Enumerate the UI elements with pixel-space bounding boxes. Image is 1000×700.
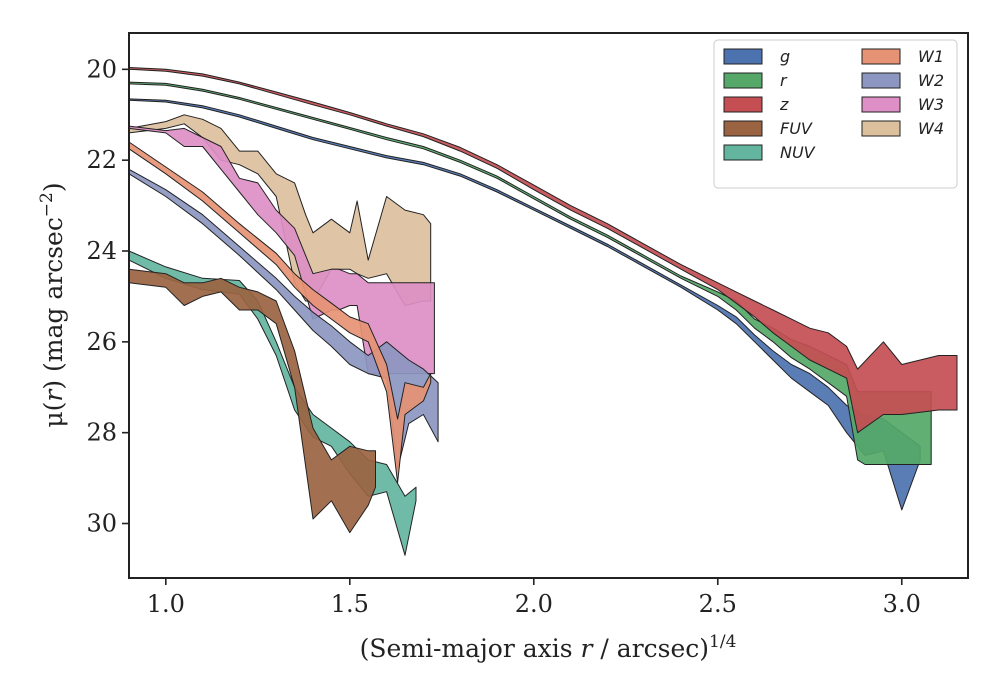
- y-tick-label: 20: [86, 55, 117, 83]
- y-tick-label: 22: [86, 146, 117, 174]
- legend-label-w1: W1: [918, 47, 944, 66]
- x-tick-label: 3.0: [883, 590, 921, 618]
- legend-swatch-z: [723, 96, 763, 113]
- y-axis-ticks: 20 22 24 26 28 30: [86, 55, 129, 538]
- legend-swatch-fuv: [723, 120, 763, 137]
- legend-swatch-w4: [861, 120, 901, 137]
- band-w2: [128, 168, 439, 470]
- y-tick-label: 26: [86, 328, 117, 356]
- legend-label-w4: W4: [918, 119, 944, 138]
- legend-swatch-w3: [861, 96, 901, 113]
- band-w3: [128, 125, 435, 375]
- band-r: [128, 81, 932, 465]
- x-axis-label: (Semi-major axis r / arcsec)1/4: [360, 632, 737, 663]
- legend-label-fuv: FUV: [780, 119, 813, 138]
- legend-label-z: z: [779, 95, 789, 114]
- band-z: [128, 67, 958, 434]
- x-axis-ticks: 1.0 1.5 2.0 2.5 3.0: [147, 578, 921, 618]
- y-axis-label: μ(r) (mag arcsec−2): [37, 182, 68, 427]
- x-tick-label: 2.5: [699, 590, 737, 618]
- legend-label-r: r: [780, 71, 788, 90]
- x-tick-label: 2.0: [515, 590, 553, 618]
- band-fuv: [128, 268, 376, 534]
- legend-swatch-w2: [861, 72, 901, 89]
- y-tick-label: 24: [86, 237, 117, 265]
- plot-frame: [128, 32, 969, 579]
- surface-brightness-bands: [128, 67, 958, 556]
- legend-label-g: g: [780, 47, 790, 66]
- band-nuv: [128, 250, 417, 556]
- legend-label-w3: W3: [918, 95, 944, 114]
- legend-label-w2: W2: [918, 71, 944, 90]
- legend-swatch-w1: [861, 48, 901, 65]
- y-tick-label: 30: [86, 510, 117, 538]
- legend-label-nuv: NUV: [780, 143, 816, 162]
- legend: grz FUV NUV W1 W2 W3 W4: [713, 39, 958, 189]
- x-tick-label: 1.0: [147, 590, 185, 618]
- legend-swatch-nuv: [723, 144, 763, 161]
- legend-swatch-r: [723, 72, 763, 89]
- y-tick-label: 28: [86, 419, 117, 447]
- x-tick-label: 1.5: [331, 590, 369, 618]
- legend-swatch-g: [723, 48, 763, 65]
- band-w1: [128, 141, 432, 484]
